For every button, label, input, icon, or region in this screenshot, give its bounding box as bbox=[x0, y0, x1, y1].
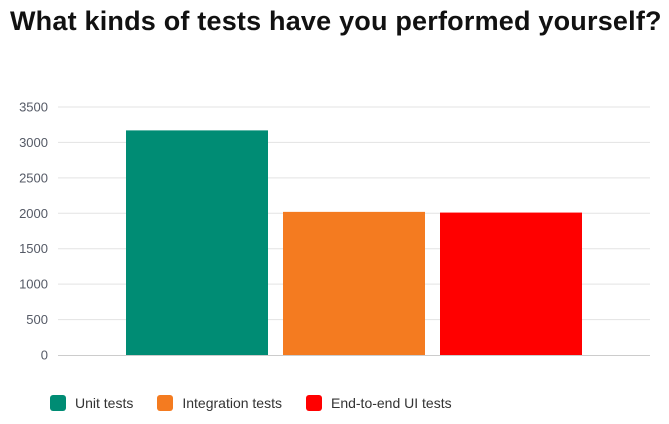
legend-label: Unit tests bbox=[75, 395, 134, 411]
legend-item: Unit tests bbox=[50, 395, 133, 411]
chart-title: What kinds of tests have you performed y… bbox=[10, 6, 662, 36]
y-tick-label: 500 bbox=[26, 312, 48, 327]
legend-swatch bbox=[305, 395, 322, 411]
y-tick-label: 2000 bbox=[19, 206, 48, 221]
legend-swatch bbox=[157, 395, 174, 411]
y-tick-label: 1000 bbox=[19, 277, 48, 292]
bar-unit-tests bbox=[126, 130, 268, 355]
legend-item: End-to-end UI tests bbox=[305, 395, 452, 411]
y-tick-label: 3000 bbox=[19, 135, 48, 150]
y-tick-label: 1500 bbox=[19, 241, 48, 256]
legend-label: Integration tests bbox=[182, 395, 282, 411]
y-axis-ticks: 0 500 1000 1500 2000 2500 3000 3500 bbox=[19, 100, 48, 363]
legend-item: Integration tests bbox=[157, 395, 282, 411]
legend-label: End-to-end UI tests bbox=[330, 395, 452, 411]
legend-swatch bbox=[50, 395, 66, 411]
y-tick-label: 3500 bbox=[19, 100, 48, 115]
bar-integration-tests bbox=[283, 211, 425, 355]
bars bbox=[126, 130, 582, 355]
y-tick-label: 2500 bbox=[19, 170, 48, 185]
y-tick-label: 0 bbox=[41, 348, 48, 363]
bar-chart: 0 500 1000 1500 2000 2500 3000 3500 bbox=[19, 100, 650, 363]
chart-legend: Unit tests Integration tests End-to-end UI… bbox=[50, 395, 476, 411]
bar-end-to-end-ui-tests bbox=[440, 212, 582, 355]
